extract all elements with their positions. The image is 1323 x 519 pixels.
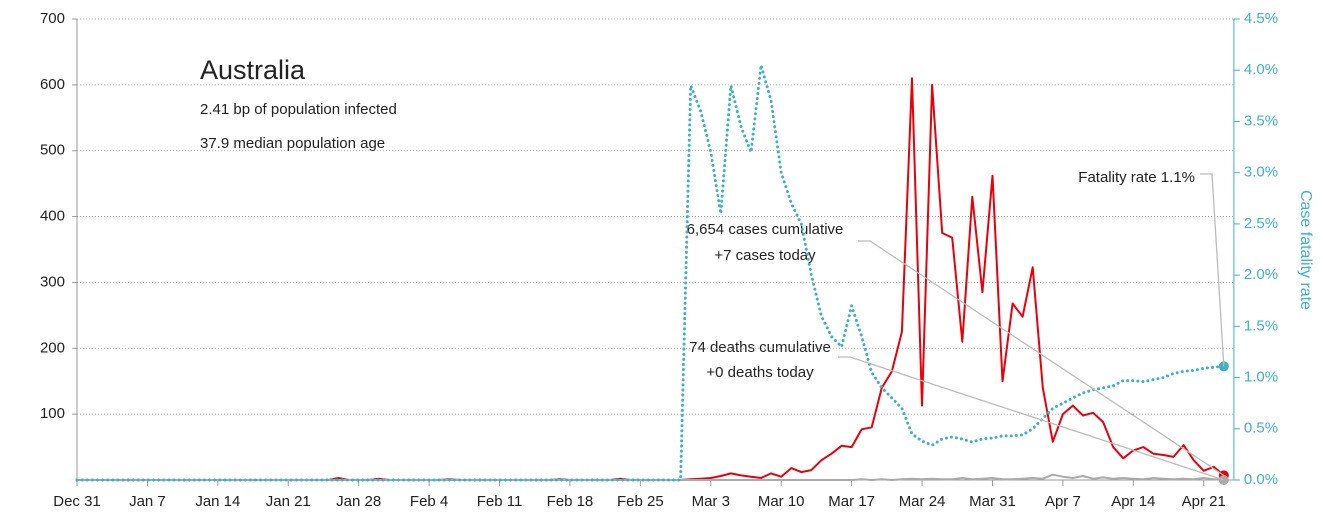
leader-line — [858, 240, 1225, 476]
annotation: 74 deaths cumulative — [689, 339, 831, 356]
x-tick-label: Mar 24 — [899, 493, 946, 510]
x-tick-label: Jan 21 — [266, 493, 311, 510]
x-tick-label: Dec 31 — [53, 493, 101, 510]
x-tick-label: Jan 14 — [195, 493, 240, 510]
y2-tick-label: 2.5% — [1244, 215, 1278, 232]
series-line — [75, 63, 1226, 482]
annotation: +7 cases today — [714, 247, 816, 264]
x-tick-label: Feb 25 — [617, 493, 664, 510]
x-tick-label: Mar 3 — [692, 493, 730, 510]
series-line — [77, 473, 1224, 481]
y-tick-label: 500 — [40, 142, 65, 159]
y2-tick-label: 3.0% — [1244, 164, 1278, 181]
x-tick-label: Apr 21 — [1182, 493, 1226, 510]
subtitle: 37.9 median population age — [200, 135, 385, 152]
y-tick-label: 100 — [40, 405, 65, 422]
y-tick-label: 600 — [40, 76, 65, 93]
annotation: +0 deaths today — [706, 364, 814, 381]
x-tick-label: Mar 31 — [969, 493, 1016, 510]
x-tick-label: Jan 28 — [336, 493, 381, 510]
y-tick-label: 400 — [40, 208, 65, 225]
y2-axis-label: Case fatality rate — [1297, 190, 1314, 310]
annotation: Fatality rate 1.1% — [1078, 169, 1195, 186]
y2-tick-label: 3.5% — [1244, 112, 1278, 129]
y2-tick-label: 0.5% — [1244, 420, 1278, 437]
y2-tick-label: 1.5% — [1244, 317, 1278, 334]
x-tick-label: Apr 7 — [1045, 493, 1081, 510]
y2-tick-label: 4.0% — [1244, 61, 1278, 78]
leader-line — [838, 356, 1225, 481]
subtitle: 2.41 bp of population infected — [200, 101, 397, 118]
x-tick-label: Apr 14 — [1111, 493, 1155, 510]
x-tick-label: Mar 10 — [758, 493, 805, 510]
x-tick-label: Mar 17 — [828, 493, 875, 510]
annotation: 6,654 cases cumulative — [687, 221, 844, 238]
leader-line — [1200, 173, 1225, 367]
x-tick-label: Feb 4 — [410, 493, 448, 510]
y-tick-label: 300 — [40, 273, 65, 290]
y-tick-label: 700 — [40, 10, 65, 27]
y2-tick-label: 2.0% — [1244, 266, 1278, 283]
y2-tick-label: 4.5% — [1244, 10, 1278, 27]
y2-tick-label: 0.0% — [1244, 471, 1278, 488]
chart-title: Australia — [200, 55, 306, 85]
y2-tick-label: 1.0% — [1244, 369, 1278, 386]
x-tick-label: Feb 18 — [547, 493, 594, 510]
x-tick-label: Jan 7 — [129, 493, 166, 510]
y-tick-label: 200 — [40, 339, 65, 356]
x-tick-label: Feb 11 — [477, 493, 523, 510]
